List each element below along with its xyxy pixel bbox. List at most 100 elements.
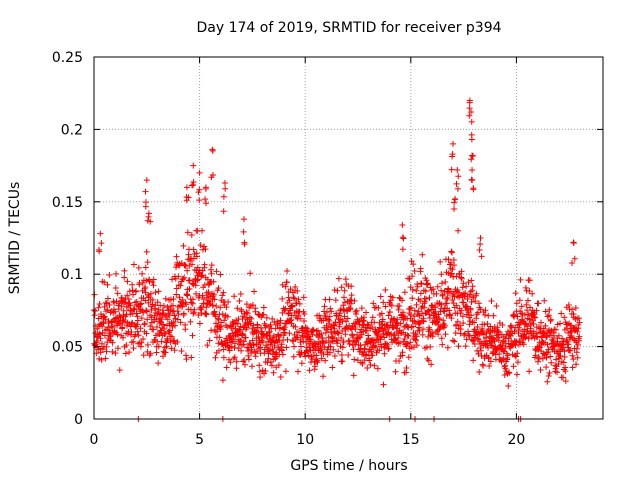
data-point	[413, 301, 420, 308]
data-point	[425, 357, 432, 364]
data-point	[518, 303, 525, 310]
data-point	[250, 341, 257, 348]
data-point	[468, 156, 475, 163]
data-point	[184, 292, 191, 299]
data-point	[552, 326, 559, 333]
data-point	[560, 359, 567, 366]
data-point	[485, 312, 492, 319]
data-point	[327, 305, 334, 312]
data-point	[249, 301, 256, 308]
data-point	[325, 339, 332, 346]
data-point	[514, 371, 521, 378]
data-point	[143, 177, 150, 184]
data-point	[576, 333, 583, 340]
data-point	[490, 312, 497, 319]
data-point	[268, 362, 275, 369]
data-point	[485, 344, 492, 351]
data-point	[381, 350, 388, 357]
data-point	[138, 339, 145, 346]
y-tick-label: 0	[74, 412, 83, 428]
data-point	[547, 328, 554, 335]
data-point	[189, 261, 196, 268]
data-point	[317, 349, 324, 356]
data-point	[555, 361, 562, 368]
data-point	[301, 330, 308, 337]
data-point	[409, 273, 416, 280]
data-point	[532, 352, 539, 359]
data-point	[407, 311, 414, 318]
data-point	[339, 328, 346, 335]
data-point	[477, 345, 484, 352]
data-point	[264, 332, 271, 339]
data-point	[445, 256, 452, 263]
data-point	[495, 334, 502, 341]
data-point	[316, 312, 323, 319]
data-point	[236, 298, 243, 305]
data-point	[97, 335, 104, 342]
data-point	[305, 352, 312, 359]
data-point	[417, 297, 424, 304]
data-point	[385, 346, 392, 353]
data-point	[168, 333, 175, 340]
data-point	[559, 335, 566, 342]
data-point	[364, 321, 371, 328]
data-point	[155, 288, 162, 295]
data-point	[536, 344, 543, 351]
data-point	[134, 321, 141, 328]
data-point	[161, 325, 168, 332]
data-point	[175, 273, 182, 280]
data-point	[221, 179, 228, 186]
data-point	[116, 367, 123, 374]
data-point	[220, 208, 227, 215]
data-point	[107, 327, 114, 334]
data-point	[298, 360, 305, 367]
data-point	[406, 275, 413, 282]
data-point	[259, 367, 266, 374]
data-point	[112, 308, 119, 315]
data-point	[535, 324, 542, 331]
data-point	[428, 361, 435, 368]
data-point	[313, 352, 320, 359]
data-point	[451, 206, 458, 213]
data-point	[425, 307, 432, 314]
data-point	[203, 294, 210, 301]
data-point	[231, 293, 238, 300]
data-point	[106, 302, 113, 309]
data-point	[285, 310, 292, 317]
data-point	[134, 317, 141, 324]
data-point	[147, 323, 154, 330]
data-point	[466, 99, 473, 106]
data-point	[153, 349, 160, 356]
data-point	[537, 319, 544, 326]
data-point	[173, 253, 180, 260]
data-point	[520, 341, 527, 348]
data-point	[572, 304, 579, 311]
data-point	[216, 334, 223, 341]
data-point	[164, 304, 171, 311]
data-point	[476, 246, 483, 253]
data-point	[403, 364, 410, 371]
data-point	[495, 328, 502, 335]
data-point	[172, 322, 179, 329]
data-point	[409, 295, 416, 302]
data-point	[261, 370, 268, 377]
data-point	[314, 327, 321, 334]
data-point	[511, 312, 518, 319]
data-point	[180, 310, 187, 317]
data-point	[153, 323, 160, 330]
data-point	[453, 302, 460, 309]
data-point	[143, 330, 150, 337]
data-point	[475, 309, 482, 316]
data-point	[193, 253, 200, 260]
data-point	[371, 319, 378, 326]
data-point	[171, 312, 178, 319]
data-point	[340, 294, 347, 301]
data-point	[468, 176, 475, 183]
data-point	[118, 294, 125, 301]
data-point	[466, 112, 473, 119]
data-point	[570, 240, 577, 247]
data-point	[491, 338, 498, 345]
y-tick-label: 0.2	[61, 122, 83, 138]
data-point	[396, 294, 403, 301]
data-point	[429, 333, 436, 340]
